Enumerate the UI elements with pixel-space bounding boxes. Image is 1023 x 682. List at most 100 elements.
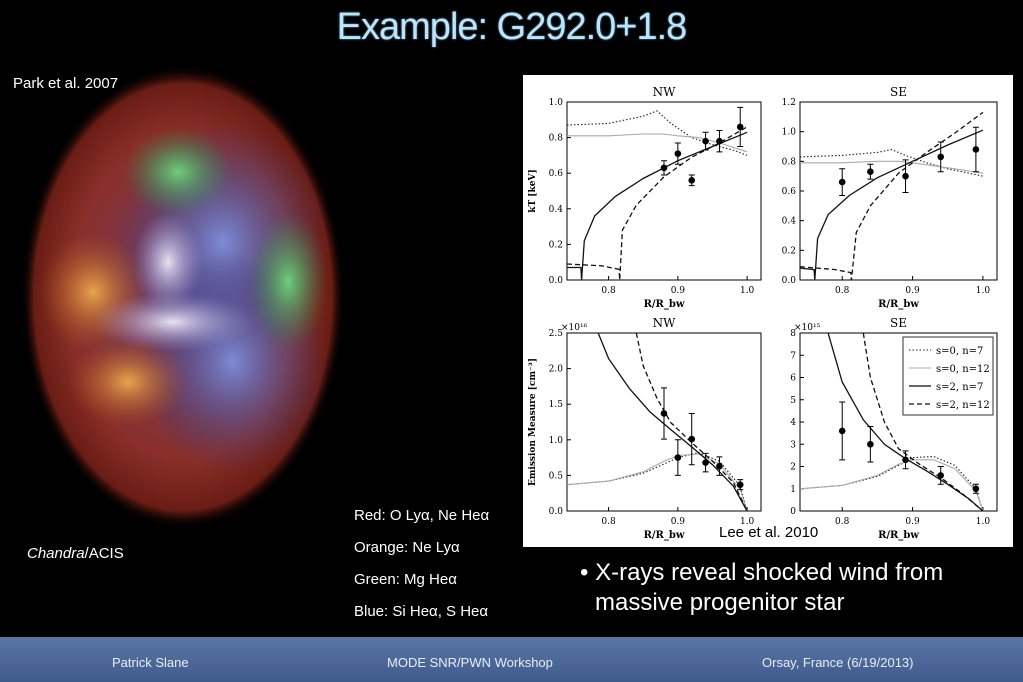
series-line-dashed: [635, 333, 748, 511]
data-point: [937, 472, 945, 479]
data-point: [702, 459, 709, 466]
plot-credit: Lee et al. 2010: [717, 524, 821, 541]
y-tick-label: 1.0: [549, 98, 564, 108]
data-point: [736, 481, 744, 488]
data-point: [674, 454, 682, 461]
y-tick-label: 6: [790, 374, 796, 384]
y-tick-label: 0.0: [549, 507, 564, 517]
data-point: [867, 168, 874, 176]
y-tick-label: 2.5: [549, 329, 564, 339]
series-line-gray: [567, 453, 748, 511]
chart-1: NW 0.8 0.9 1.0 0.0 0.2 0.4 0.6 0.8 1.0 R/R_bw kT [k…: [528, 85, 762, 310]
plot-frame: [799, 101, 998, 281]
x-axis-label: R/R_bw: [878, 299, 919, 310]
footer-author: Patrick Slane: [112, 655, 189, 670]
series-line-dotted: [800, 148, 984, 177]
chart-title: NW: [653, 316, 677, 330]
color-key-orange: Orange: Ne Lyα: [354, 539, 460, 556]
legend-label: s=2, n=7: [936, 382, 983, 393]
legend-label: s=2, n=12: [936, 400, 990, 411]
x-axis-label: R/R_bw: [644, 299, 685, 310]
y-tick-label: 0.5: [549, 471, 564, 481]
image-credit: Park et al. 2007: [13, 75, 119, 92]
y-scale-label: ×10¹⁵: [794, 323, 821, 333]
footer-bar: Patrick Slane MODE SNR/PWN Workshop Orsa…: [0, 637, 1023, 682]
snr-xray-image: [21, 65, 345, 529]
data-point: [867, 440, 874, 448]
data-point: [702, 137, 709, 145]
x-tick-label: 0.8: [835, 286, 850, 296]
y-scale-label: ×10¹⁶: [561, 323, 588, 333]
chart-title: SE: [890, 316, 907, 330]
color-key-blue: Blue: Si Heα, S Heα: [354, 603, 489, 620]
series-line-dashed: [800, 111, 984, 280]
y-tick-label: 4: [790, 418, 796, 428]
y-tick-label: 7: [790, 351, 796, 361]
plot-frame: [566, 101, 762, 281]
y-tick-label: 2: [790, 463, 796, 473]
y-tick-label: 5: [790, 396, 796, 406]
x-tick-label: 0.9: [905, 286, 920, 296]
series-line-dashed: [567, 126, 748, 280]
profile-plots: NW 0.8 0.9 1.0 0.0 0.2 0.4 0.6 0.8 1.0 R/R_bw kT [k…: [528, 85, 998, 541]
x-tick-label: 1.0: [740, 517, 755, 527]
y-tick-label: 1: [790, 485, 796, 495]
series-line-dotted: [567, 452, 748, 511]
y-tick-label: 1.0: [782, 128, 797, 138]
y-axis-label: Emission Measure [cm⁻³]: [528, 358, 538, 486]
data-point: [660, 410, 668, 417]
legend-label: s=0, n=12: [936, 364, 990, 375]
y-axis-label: kT [keV]: [528, 169, 538, 213]
bullet-line-1: • X-rays reveal shocked wind from: [580, 559, 944, 586]
x-tick-label: 1.0: [976, 286, 991, 296]
y-tick-label: 1.2: [782, 98, 796, 108]
y-tick-label: 1.5: [549, 400, 564, 410]
y-tick-label: 1.0: [549, 436, 564, 446]
color-key-green: Green: Mg Heα: [354, 571, 457, 588]
bullet-line-2: massive progenitor star: [595, 589, 845, 616]
data-point: [972, 146, 980, 153]
x-tick-label: 1.0: [976, 517, 991, 527]
x-tick-label: 0.9: [671, 286, 686, 296]
data-point: [838, 178, 846, 186]
series-line-gray: [800, 459, 984, 511]
series-line-dotted: [567, 110, 748, 156]
x-tick-label: 0.9: [671, 517, 686, 527]
data-point: [688, 177, 696, 184]
data-point: [902, 172, 909, 180]
data-point: [736, 123, 744, 131]
legend-label: s=0, n=7: [936, 346, 983, 357]
color-key-red: Red: O Lyα, Ne Heα: [354, 507, 490, 524]
footer-location-date: Orsay, France (6/19/2013): [762, 655, 914, 670]
y-tick-label: 0.8: [782, 157, 797, 167]
data-point: [660, 164, 668, 172]
data-point: [838, 427, 846, 435]
x-tick-label: 0.8: [601, 517, 616, 527]
series-line-gray: [567, 133, 748, 153]
slide-title: Example: G292.0+1.8: [336, 6, 688, 48]
series-line-solid: [567, 131, 748, 280]
y-tick-label: 0.0: [782, 276, 797, 286]
bullet-point: • X-rays reveal shocked wind from massiv…: [580, 558, 943, 618]
y-tick-label: 0: [790, 507, 796, 517]
legend-box: [902, 336, 994, 416]
data-point: [972, 485, 980, 493]
series-line-dashed: [862, 333, 984, 511]
x-axis-label: R/R_bw: [644, 530, 685, 541]
chart-4: SE 0.8 0.9 1.0 0 1 2 3 4 5 6 7 8 R/R_bw ×10¹⁵ s=0, n=7 s…: [790, 316, 998, 541]
x-tick-label: 0.8: [835, 517, 850, 527]
color-key: Red: O Lyα, Ne Heα Orange: Ne Lyα Green:…: [354, 500, 489, 628]
series-line-solid: [597, 333, 748, 511]
data-point: [937, 153, 945, 161]
series-line-dotted: [800, 455, 984, 511]
chart-3: NW 0.8 0.9 1.0 0.0 0.5 1.0 1.5 2.0 2.5 R/R_bw Emiss…: [528, 316, 762, 541]
data-point: [716, 462, 723, 470]
series-line-solid: [800, 129, 984, 280]
y-tick-label: 3: [790, 440, 796, 450]
instrument-label: Chandra/ACIS: [27, 545, 124, 562]
x-tick-label: 1.0: [740, 286, 755, 296]
y-tick-label: 0.8: [549, 134, 564, 144]
plot-panel: NW 0.8 0.9 1.0 0.0 0.2 0.4 0.6 0.8 1.0 R/R_bw kT [k…: [523, 75, 1013, 547]
x-tick-label: 0.8: [601, 286, 616, 296]
y-tick-label: 8: [790, 329, 796, 339]
